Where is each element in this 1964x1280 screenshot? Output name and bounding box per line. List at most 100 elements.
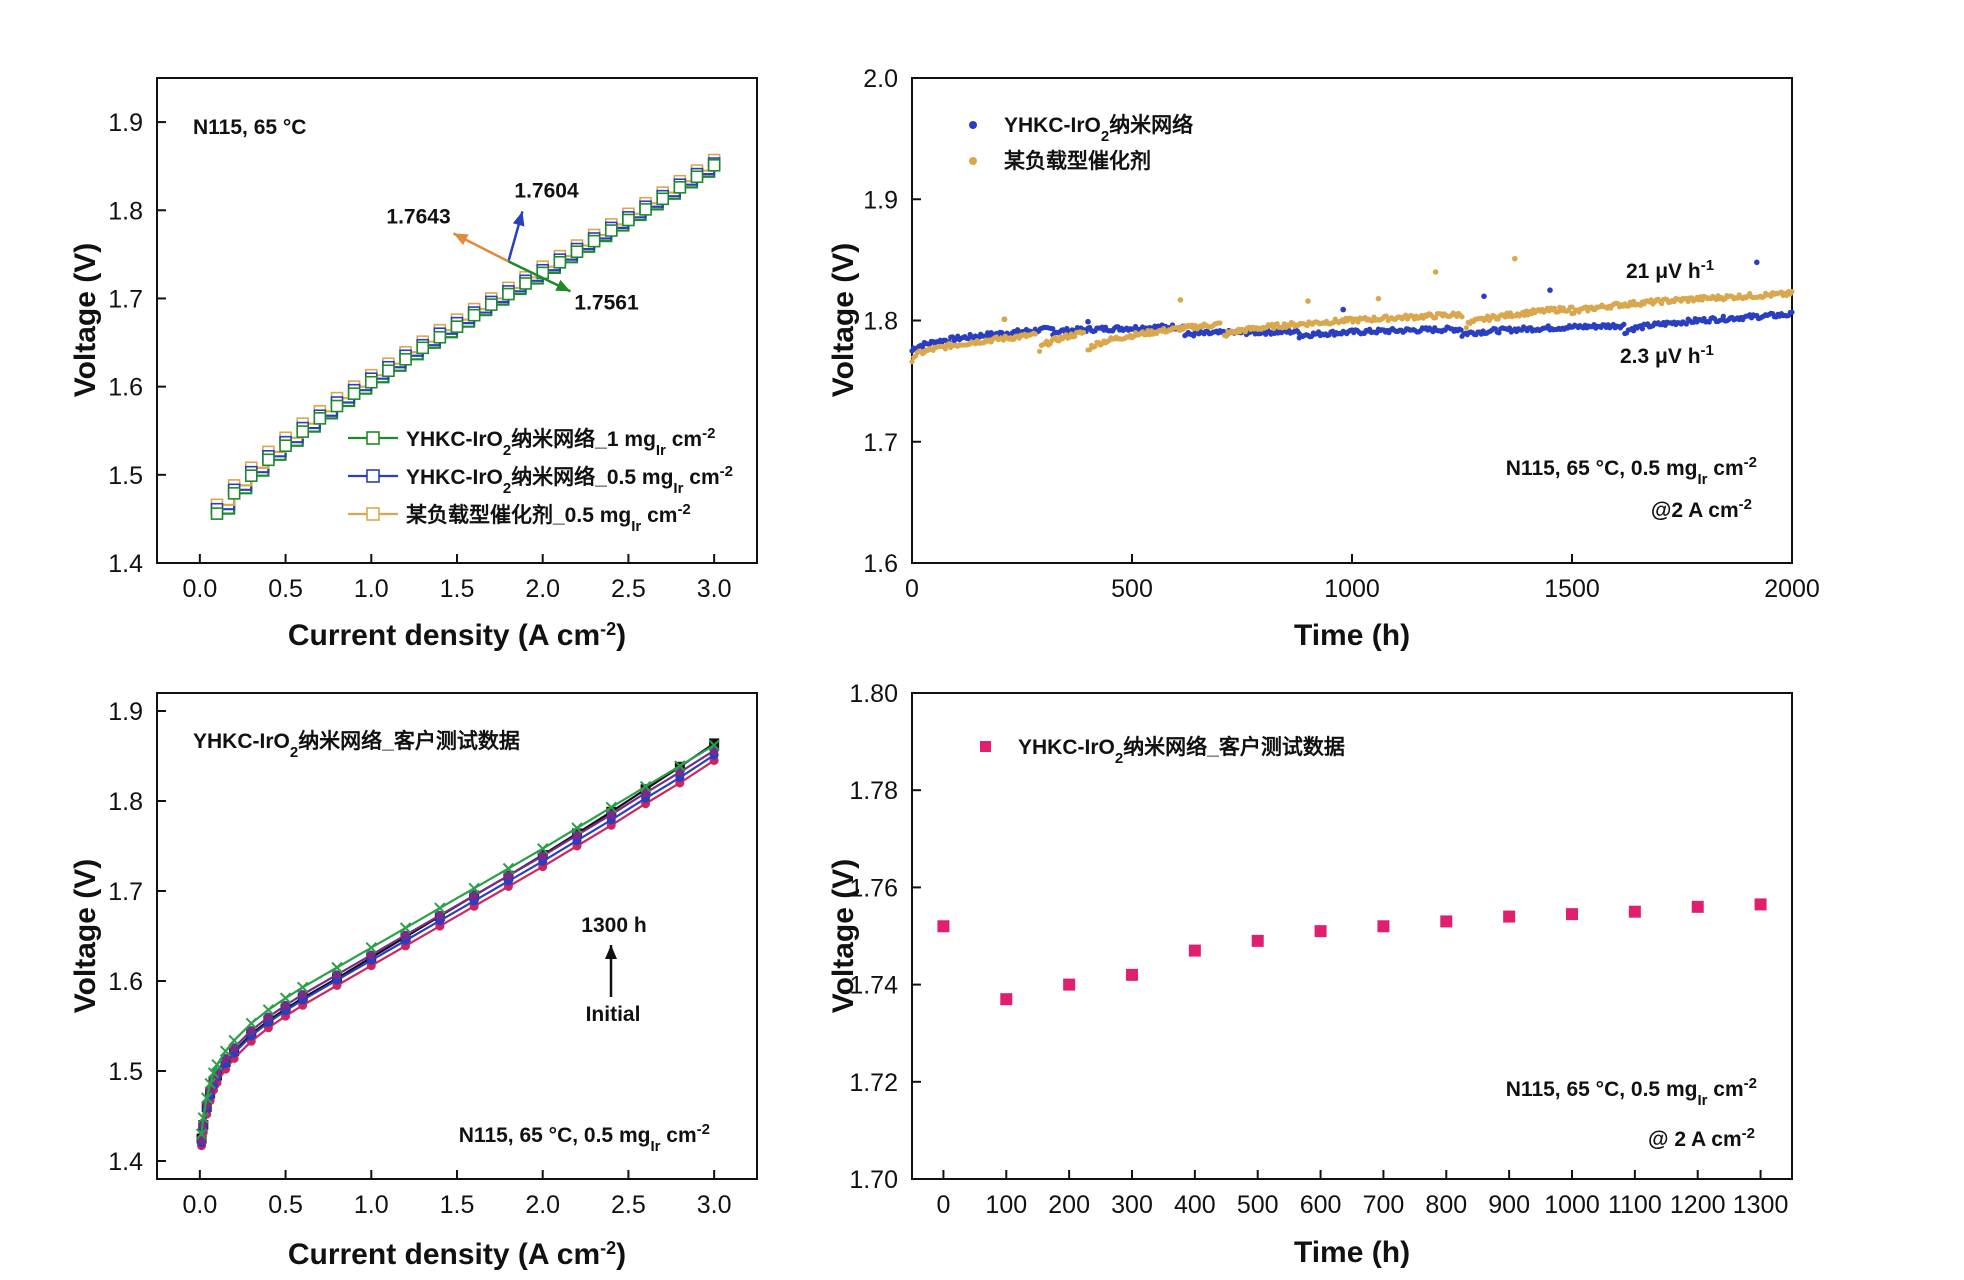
superscript: -2 (1744, 454, 1757, 471)
rate-label-2-3: 2.3 μV h-1 (1620, 342, 1714, 369)
legend-marker (969, 121, 977, 129)
data-point (538, 851, 548, 861)
panel-b: 0 500 1000 1500 2000 1.6 1.7 1.8 1.9 2.0 YHKC-IrO… (827, 65, 1820, 652)
panel-b-xlabel: Time (h) (1294, 619, 1410, 652)
panel-d-frame (911, 692, 1793, 1180)
annotation-1-7561: 1.7561 (574, 291, 639, 314)
x-tick-label: 2000 (1764, 575, 1820, 603)
data-point (1432, 269, 1439, 275)
data-point (1081, 329, 1087, 336)
text-run: N115, 65 °C, 0.5 (1506, 1078, 1666, 1101)
data-point (347, 387, 361, 400)
data-point (279, 439, 292, 453)
panel-a-ticks: 0.0 0.5 1.0 1.5 2.0 2.5 3.0 1.4 1.5 1.6 1.7 1.8 1.9 (108, 109, 731, 603)
legend-label: YHKC-IrO2纳米网络 (1004, 113, 1193, 145)
data-point (297, 981, 309, 994)
panel-d-xlabel: Time (h) (1294, 1236, 1410, 1269)
text-run: 21 μV (1626, 260, 1688, 283)
text-run: 2.3 μV (1620, 345, 1688, 368)
data-point (1463, 325, 1469, 331)
data-point (229, 1043, 239, 1053)
text-run: 纳米网络 (1109, 113, 1193, 137)
text-run: YHKC- (406, 428, 473, 451)
x-tick-label: 200 (1048, 1191, 1090, 1219)
text-run: @ 2 A (1648, 1128, 1711, 1151)
condition-line-1: N115, 65 °C, 0.5 mgIr cm-2 (1506, 1075, 1757, 1109)
data-point (227, 487, 241, 500)
data-point (1506, 325, 1513, 331)
legend-marker (980, 741, 991, 752)
arrow-label-initial: Initial (586, 1003, 641, 1026)
x-tick-label: 1.0 (354, 1191, 389, 1219)
series-line (200, 759, 715, 1146)
data-point (330, 399, 344, 413)
panel-a: 0.0 0.5 1.0 1.5 2.0 2.5 3.01.41.51.61.71.81.9 … (69, 77, 758, 652)
panel-a-xlabel: Current density (A cm-2) (288, 619, 626, 652)
data-point (639, 203, 652, 216)
data-point (382, 364, 395, 378)
data-point (1188, 944, 1201, 957)
data-point (399, 922, 412, 934)
annotation-arrow-1-7643-head (453, 233, 469, 246)
panel-c: 0.0 0.5 1.0 1.5 2.0 2.5 3.01.41.51.61.71.81.9 … (69, 692, 758, 1271)
data-point (1037, 348, 1043, 354)
data-point (416, 341, 430, 355)
data-point (919, 344, 926, 350)
data-point (469, 891, 479, 900)
data-point (570, 245, 584, 259)
legend-label: YHKC-IrO2纳米网络_1 mgIr cm-2 (406, 425, 715, 459)
evolution-arrow-head (605, 945, 617, 959)
data-point (366, 950, 376, 960)
data-point (1754, 898, 1767, 911)
text-run: N115, 65 °C, 0.5 (459, 1124, 619, 1147)
condition-line-1: N115, 65 °C, 0.5 mgIr cm-2 (1506, 454, 1757, 488)
text-run: cm (689, 466, 719, 489)
data-point (210, 507, 224, 520)
data-point (468, 882, 480, 895)
superscript: -1 (1701, 257, 1714, 274)
y-tick-label: 1.8 (863, 308, 898, 336)
y-tick-label: 2.0 (863, 65, 898, 93)
text-run: 纳米网络_客户测试数据 (298, 729, 520, 753)
text-run: cm (1713, 1078, 1743, 1101)
data-point (219, 1045, 232, 1057)
panel-c-condition: N115, 65 °C, 0.5 mgIr cm-2 (459, 1121, 710, 1155)
x-tick-label: 1.5 (440, 575, 475, 603)
text-run: YHKC- (1004, 114, 1071, 137)
x-tick-label: 600 (1300, 1191, 1342, 1219)
data-point (942, 346, 949, 352)
data-point (690, 170, 704, 184)
data-point (639, 780, 652, 793)
data-point (1001, 316, 1008, 323)
text-run: cm (1711, 1128, 1741, 1151)
y-tick-label: 1.6 (863, 550, 898, 578)
data-point (1177, 297, 1184, 303)
text-run: mg (624, 428, 656, 451)
x-tick-label: 1200 (1670, 1191, 1726, 1219)
data-point (708, 739, 720, 751)
data-point (1459, 314, 1465, 320)
legend-label: 某负载型催化剂 (1004, 149, 1151, 173)
y-tick-label: 1.9 (108, 109, 143, 137)
data-point (1628, 905, 1641, 918)
y-tick-label: 1.7 (108, 878, 143, 906)
data-point (1271, 325, 1277, 332)
panel-b-ticks: 0 500 1000 1500 2000 1.6 1.7 1.8 1.9 2.0 (863, 65, 1820, 603)
subscript: 2 (290, 744, 298, 761)
data-point (1433, 315, 1439, 321)
x-tick-label: 0 (905, 575, 919, 603)
data-point (433, 330, 447, 344)
x-tick-label: 0.0 (182, 1191, 217, 1219)
y-tick-label: 1.74 (849, 972, 898, 1000)
data-point (1481, 293, 1487, 300)
superscript: -1 (1701, 342, 1714, 359)
text-run: mg (1666, 1078, 1698, 1101)
text-run: mg (642, 466, 674, 489)
data-point (1064, 325, 1070, 332)
text-run: h (1688, 345, 1701, 368)
data-point (641, 788, 651, 798)
data-point (1631, 328, 1637, 334)
